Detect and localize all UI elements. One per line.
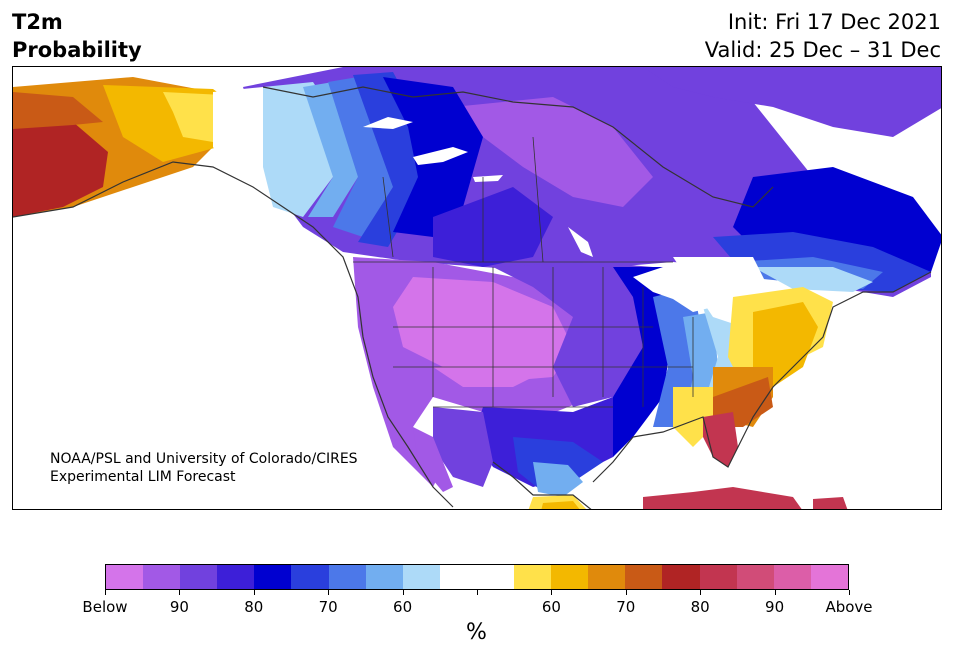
legend-tick-mark-9 (774, 590, 776, 595)
legend-tick-label-2: 80 (244, 598, 264, 616)
legend-tick-mark-2 (253, 590, 255, 595)
legend-color-10 (476, 565, 515, 589)
legend-color-16 (699, 565, 737, 589)
title-line-1: T2m (12, 10, 63, 34)
legend-tick-mark-8 (700, 590, 702, 595)
legend-tick-mark-6 (551, 590, 553, 595)
alaska-dark-orange (13, 92, 103, 129)
map-dates: Init: Fri 17 Dec 2021 Valid: 25 Dec – 31… (705, 8, 941, 64)
maritimes-light-blue (753, 267, 873, 292)
legend-color-14 (625, 565, 663, 589)
valid-range: Valid: 25 Dec – 31 Dec (704, 38, 941, 62)
legend-color-8 (402, 565, 440, 589)
legend-tick-mark-0 (105, 590, 106, 595)
lake-athabasca (473, 175, 503, 182)
hispaniola-red (813, 497, 848, 509)
credit-line-1: NOAA/PSL and University of Colorado/CIRE… (50, 451, 358, 467)
political-borders (353, 136, 694, 408)
great-lakes (633, 267, 713, 312)
legend-color-9 (439, 565, 477, 589)
legend-color-5 (291, 565, 329, 589)
mexico-purple (433, 407, 493, 487)
legend-color-12 (551, 565, 589, 589)
legend-color-11 (514, 565, 552, 589)
legend-tick-label-0: Below (82, 598, 128, 616)
legend-tick-labels: Below 90 80 70 60 60 70 80 90 Above (82, 598, 872, 618)
legend-tick-mark-5 (477, 590, 478, 595)
northwest-light-purple (453, 97, 653, 207)
legend-color-19 (810, 565, 848, 589)
forecast-map (12, 66, 942, 510)
legend-color-7 (365, 565, 403, 589)
cuba-red (643, 487, 802, 509)
south-texas-light-blue (533, 462, 583, 497)
legend-tick-label-8: 80 (690, 598, 710, 616)
great-bear-lake (363, 117, 413, 129)
great-slave-lake (413, 147, 468, 165)
map-canvas (13, 67, 941, 509)
legend-unit: % (466, 620, 487, 645)
legend-tick-label-6: 60 (541, 598, 561, 616)
prairies-indigo (433, 187, 553, 267)
lake-winnipeg (568, 227, 593, 257)
midatlantic-yellow (753, 302, 818, 387)
init-date: Init: Fri 17 Dec 2021 (727, 10, 941, 34)
legend-color-2 (180, 565, 218, 589)
plains-purple (493, 262, 673, 407)
legend-tick-label-10: Above (825, 598, 873, 616)
legend-color-6 (328, 565, 366, 589)
legend-color-3 (217, 565, 255, 589)
legend-tick-label-9: 90 (765, 598, 785, 616)
legend-tick-label-4: 60 (393, 598, 413, 616)
legend-tick-mark-4 (402, 590, 404, 595)
map-title: T2m Probability (12, 8, 142, 64)
legend-color-4 (254, 565, 292, 589)
legend-color-1 (143, 565, 181, 589)
alaska-red (13, 122, 108, 217)
yucatan-orange (541, 501, 580, 509)
rockies-pink (393, 277, 573, 382)
legend-tick-label-3: 70 (318, 598, 338, 616)
credit-text: NOAA/PSL and University of Colorado/CIRE… (50, 450, 358, 486)
legend-tick-mark-1 (179, 590, 181, 595)
legend-tick-mark-10 (849, 590, 850, 595)
legend-tick-label-7: 70 (616, 598, 636, 616)
legend-color-18 (773, 565, 811, 589)
southwest-pink (433, 367, 533, 387)
legend-color-0 (106, 565, 144, 589)
credit-line-2: Experimental LIM Forecast (50, 469, 236, 485)
legend-tick-label-1: 90 (169, 598, 189, 616)
arctic-islands (643, 67, 941, 137)
legend-colorbar (105, 564, 849, 590)
legend-color-15 (662, 565, 700, 589)
baja-purple (413, 427, 453, 492)
legend-color-17 (736, 565, 774, 589)
legend-tick-mark-3 (328, 590, 330, 595)
coastlines (13, 86, 932, 509)
title-line-2: Probability (12, 38, 142, 62)
legend-tick-mark-7 (625, 590, 627, 595)
legend-color-13 (588, 565, 626, 589)
